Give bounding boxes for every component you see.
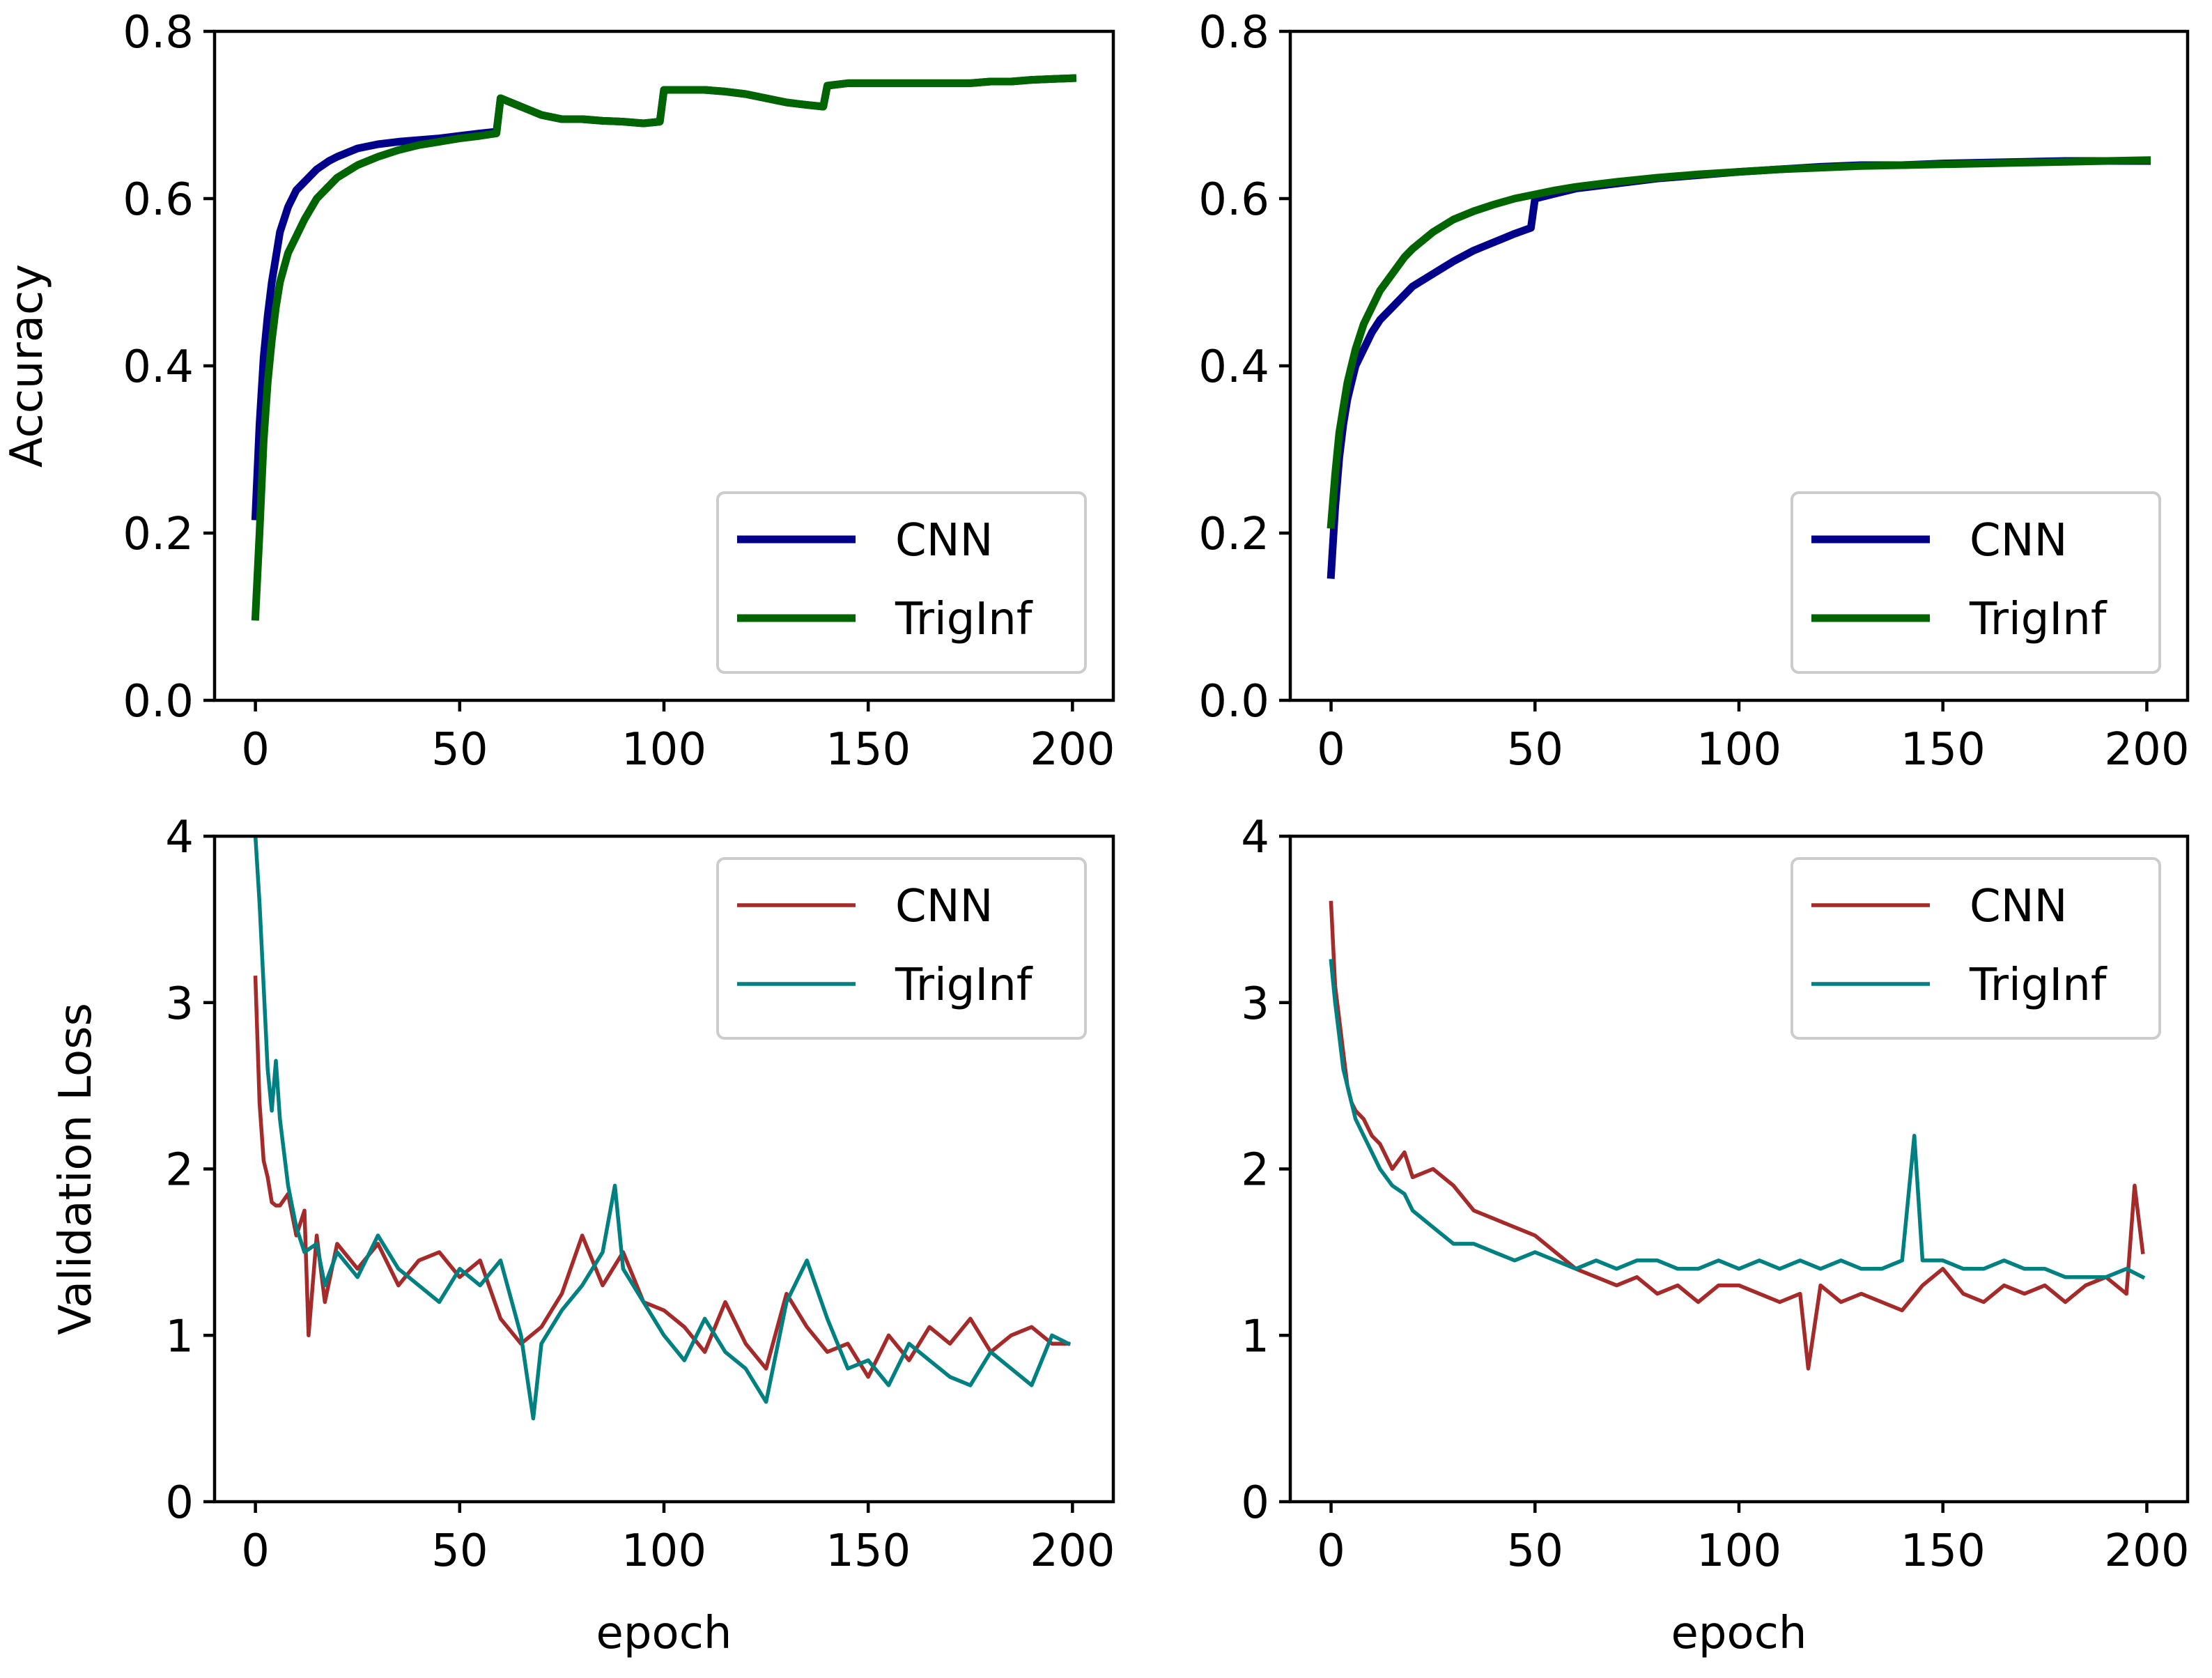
legend-label-cnn: CNN — [895, 881, 993, 932]
legend-label-triginf: TrigInf — [1969, 960, 2107, 1011]
x-tick-label: 50 — [431, 724, 488, 776]
x-tick-label: 100 — [1696, 724, 1781, 776]
legend: CNN TrigInf — [1791, 857, 2161, 1040]
y-tick-label: 2 — [1241, 1145, 1269, 1196]
x-tick-label: 50 — [431, 1525, 488, 1577]
x-tick-label: 0 — [241, 1525, 270, 1577]
y-axis-label: Accuracy — [1, 264, 53, 468]
plot-area — [251, 74, 1077, 621]
x-tick-label: 200 — [2104, 1525, 2189, 1577]
x-tick-label: 100 — [621, 1525, 706, 1577]
x-axis-label: epoch — [596, 1608, 732, 1659]
chart-panel-top-right: 0 50 100 150 200 0.0 0.2 0.4 0.6 0.8 CNN TrigInf — [1198, 7, 2189, 776]
plot-area — [1327, 156, 2151, 579]
series-line-cnn — [1329, 900, 2145, 1371]
y-tick-label: 0 — [1241, 1477, 1269, 1529]
series-line-cnn — [251, 74, 1077, 521]
legend: CNN TrigInf — [716, 857, 1087, 1040]
plot-area — [1329, 900, 2146, 1371]
y-tick-label: 0 — [165, 1477, 194, 1529]
y-tick-label: 3 — [1241, 978, 1269, 1030]
y-tick-label: 1 — [1241, 1311, 1269, 1362]
y-tick-label: 0.4 — [1198, 341, 1269, 393]
legend: CNN TrigInf — [1791, 491, 2161, 674]
x-tick-label: 0 — [241, 724, 270, 776]
y-tick-label: 3 — [165, 978, 194, 1030]
y-tick-label: 0.8 — [1198, 7, 1269, 59]
y-tick-label: 0.4 — [123, 341, 194, 393]
x-tick-label: 100 — [1696, 1525, 1781, 1577]
y-tick-label: 4 — [1241, 812, 1269, 863]
y-tick-label: 4 — [165, 812, 194, 863]
legend: CNN TrigInf — [716, 491, 1087, 674]
y-tick-label: 1 — [165, 1311, 194, 1362]
x-tick-label: 200 — [2104, 724, 2189, 776]
plot-area — [253, 836, 1072, 1421]
chart-panel-bottom-right: 0 50 100 150 200 0 1 2 3 4 epoch CNN TrigInf — [1241, 812, 2189, 1659]
legend-label-cnn: CNN — [1970, 515, 2067, 567]
legend-label-triginf: TrigInf — [895, 960, 1033, 1011]
legend-label-triginf: TrigInf — [895, 594, 1033, 645]
chart-panel-top-left: 0 50 100 150 200 0.0 0.2 0.4 0.6 0.8 Accuracy CNN Tr… — [1, 7, 1115, 776]
y-tick-label: 0.2 — [1198, 509, 1269, 560]
legend-label-cnn: CNN — [1970, 881, 2067, 932]
x-axis-label: epoch — [1671, 1608, 1807, 1659]
x-tick-label: 0 — [1317, 1525, 1345, 1577]
y-tick-label: 0.8 — [123, 7, 194, 59]
series-line-triginf — [253, 836, 1072, 1421]
series-line-triginf — [251, 74, 1077, 621]
x-tick-label: 100 — [621, 724, 706, 776]
legend-label-triginf: TrigInf — [1969, 594, 2107, 645]
x-tick-label: 50 — [1507, 1525, 1563, 1577]
y-axis-label: Validation Loss — [50, 1003, 102, 1335]
series-line-triginf — [1327, 156, 2151, 529]
x-tick-label: 50 — [1507, 724, 1563, 776]
x-tick-label: 150 — [826, 1525, 911, 1577]
y-tick-label: 0.6 — [1198, 174, 1269, 226]
x-tick-label: 150 — [826, 724, 911, 776]
y-tick-label: 0.6 — [123, 174, 194, 226]
series-line-triginf — [1329, 959, 2146, 1280]
x-tick-label: 0 — [1317, 724, 1345, 776]
y-tick-label: 0.0 — [1198, 676, 1269, 728]
y-tick-label: 0.0 — [123, 676, 194, 728]
y-tick-label: 0.2 — [123, 509, 194, 560]
chart-panel-bottom-left: 0 50 100 150 200 0 1 2 3 4 epoch Validation Loss CNN… — [50, 812, 1115, 1659]
legend-label-cnn: CNN — [895, 515, 993, 567]
x-tick-label: 150 — [1901, 1525, 1986, 1577]
x-tick-label: 200 — [1030, 1525, 1115, 1577]
y-tick-label: 2 — [165, 1145, 194, 1196]
x-tick-label: 150 — [1901, 724, 1986, 776]
x-tick-label: 200 — [1030, 724, 1115, 776]
